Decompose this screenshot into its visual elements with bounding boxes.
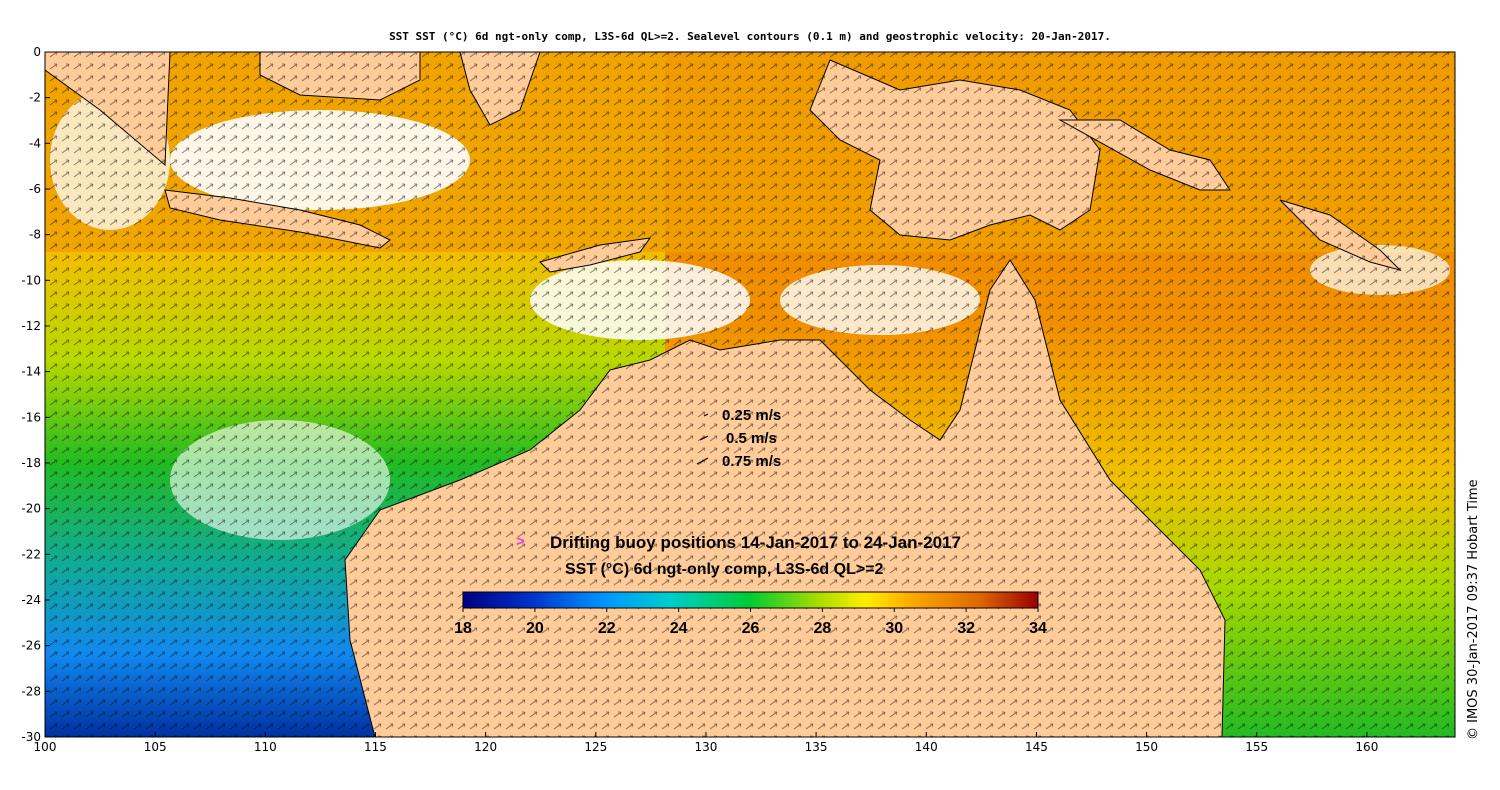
y-axis: 0 -2 -4 -6 -8 -10 -12 -14 -16 -18 -20 -22 -24 -26 -28 -… [21, 45, 50, 744]
x-tick-label: 125 [584, 740, 607, 754]
y-tick-label: -28 [21, 684, 41, 698]
velocity-legend-2: 0.5 m/s [726, 430, 777, 447]
colorbar-ticks [462, 608, 1039, 612]
x-tick-label: 130 [694, 740, 717, 754]
y-tick-label: -4 [29, 136, 41, 150]
colorbar-tick-label: 34 [1029, 620, 1047, 637]
y-tick-label: -8 [29, 228, 41, 242]
colorbar-tick-label: 18 [454, 620, 472, 637]
velocity-legend-1: 0.25 m/s [722, 407, 782, 424]
x-tick-label: 145 [1025, 740, 1048, 754]
y-tick-label: -14 [21, 365, 41, 379]
plot-frame [44, 51, 1456, 738]
colorbar-tick-label: 30 [885, 620, 904, 637]
map-title: SST SST (°C) 6d ngt-only comp, L3S-6d QL… [389, 30, 1111, 43]
y-tick-label: -16 [21, 410, 41, 424]
colorbar-tick-label: 26 [741, 620, 760, 637]
velocity-arrow-medium [699, 435, 709, 441]
velocity-legend-3: 0.75 m/s [722, 453, 782, 470]
y-tick-label: -6 [29, 182, 41, 196]
velocity-arrow-small [703, 413, 709, 417]
y-tick-label: -18 [21, 456, 41, 470]
colorbar [462, 591, 1039, 609]
x-axis: 100 105 110 115 120 125 130 135 140 145 150 155 160 [34, 732, 1378, 754]
y-tick-label: -30 [21, 730, 41, 744]
colorbar-tick-label: 20 [525, 620, 544, 637]
credit-text: © IMOS 30-Jan-2017 09:37 Hobart Time [1466, 479, 1481, 740]
colorbar-tick-label: 24 [669, 620, 688, 637]
y-tick-label: -2 [29, 91, 41, 105]
y-tick-label: -22 [21, 547, 41, 561]
y-tick-label: 0 [33, 45, 41, 59]
y-tick-label: -24 [21, 593, 41, 607]
colorbar-tick-label: 28 [813, 620, 832, 637]
buoy-marker-icon: > [516, 533, 525, 550]
x-tick-label: 110 [254, 740, 277, 754]
colorbar-tick-label: 32 [957, 620, 976, 637]
y-tick-label: -26 [21, 639, 41, 653]
y-tick-label: -12 [21, 319, 41, 333]
x-tick-label: 120 [474, 740, 497, 754]
y-tick-label: -10 [21, 273, 41, 287]
x-tick-label: 160 [1355, 740, 1378, 754]
x-tick-label: 140 [915, 740, 938, 754]
x-tick-label: 155 [1245, 740, 1268, 754]
y-tick-label: -20 [21, 502, 41, 516]
x-tick-label: 100 [34, 740, 57, 754]
buoy-legend: Drifting buoy positions 14-Jan-2017 to 2… [550, 533, 961, 552]
x-tick-label: 150 [1135, 740, 1158, 754]
velocity-arrow-large [696, 457, 709, 465]
x-tick-label: 115 [364, 740, 387, 754]
colorbar-tick-label: 22 [597, 620, 616, 637]
colorbar-title: SST (°C) 6d ngt-only comp, L3S-6d QL>=2 [565, 561, 884, 578]
x-tick-label: 135 [805, 740, 828, 754]
x-tick-label: 105 [144, 740, 167, 754]
